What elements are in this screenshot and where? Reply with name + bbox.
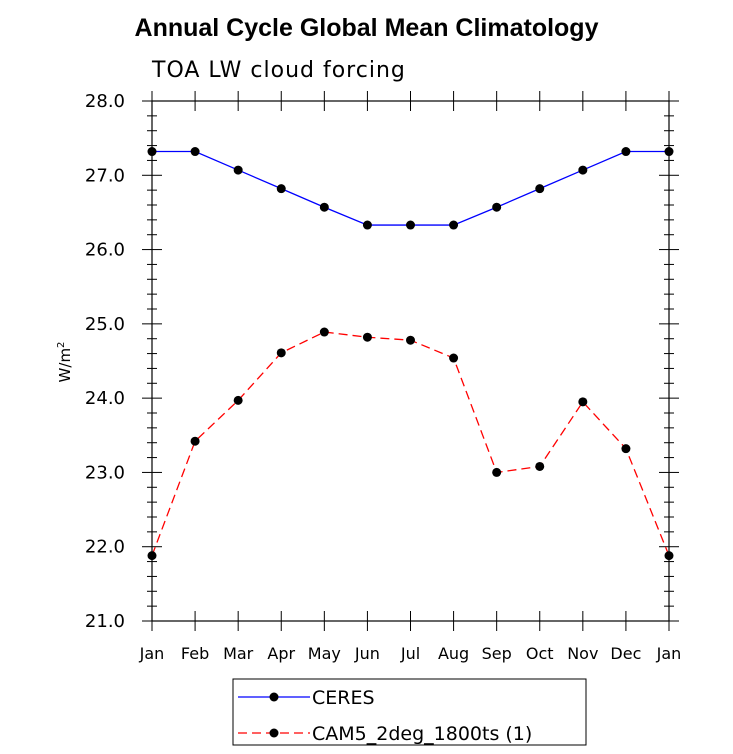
- x-tick-label: Jan: [139, 644, 165, 663]
- series-point: [406, 335, 415, 345]
- y-tick-label: 21.0: [85, 611, 125, 632]
- legend-box: [232, 678, 587, 746]
- series-point: [406, 220, 415, 230]
- series-point: [449, 220, 459, 230]
- series-point: [147, 551, 157, 561]
- series-point: [492, 202, 502, 212]
- y-tick-label: 26.0: [85, 240, 125, 261]
- series-point: [319, 202, 329, 212]
- x-tick-label: Feb: [181, 644, 209, 663]
- y-tick-label: 22.0: [85, 537, 125, 558]
- x-tick-label: Apr: [267, 644, 295, 663]
- series-point: [362, 220, 372, 230]
- x-tick-label: Mar: [223, 644, 254, 663]
- series-point: [492, 467, 502, 477]
- chart-title: Annual Cycle Global Mean Climatology: [134, 14, 599, 42]
- legend-marker: [269, 728, 279, 738]
- x-tick-label: Nov: [567, 644, 598, 663]
- series-point: [276, 348, 286, 358]
- series-point: [535, 184, 545, 194]
- x-tick-label: May: [308, 644, 341, 663]
- series-point: [578, 165, 588, 175]
- series-point: [319, 327, 329, 337]
- y-tick-label: 27.0: [85, 165, 125, 186]
- chart-subtitle: TOA LW cloud forcing: [152, 58, 406, 83]
- x-tick-label: Sep: [482, 644, 512, 663]
- series-point: [147, 147, 157, 157]
- y-tick-label: 28.0: [85, 91, 125, 112]
- x-tick-label: Oct: [526, 644, 554, 663]
- series-point: [664, 147, 674, 157]
- x-tick-label: Jan: [656, 644, 682, 663]
- plot-frame: [151, 100, 670, 622]
- y-tick-label: 24.0: [85, 388, 125, 409]
- x-tick-label: Aug: [438, 644, 469, 663]
- y-tick-labels: 21.0 22.0 23.0 24.0 25.0 26.0 27.0 28.0: [85, 91, 125, 632]
- legend: CERES CAM5_2deg_1800ts (1): [232, 678, 587, 746]
- series-line: [151, 331, 670, 556]
- series-point: [578, 397, 588, 407]
- axis-ticks: [142, 91, 679, 631]
- y-tick-label: 23.0: [85, 462, 125, 483]
- series-line: [152, 150, 669, 226]
- series-point: [621, 147, 631, 157]
- x-tick-labels: Jan Feb Mar Apr May Jun Jul Aug Sep Oct Nov Dec Jan: [139, 644, 682, 663]
- series-layer: [147, 147, 674, 561]
- series-point: [535, 461, 545, 471]
- series-point: [362, 332, 372, 342]
- series-point: [190, 147, 200, 157]
- legend-label: CAM5_2deg_1800ts (1): [312, 723, 532, 745]
- series-point: [233, 165, 243, 175]
- series-point: [621, 444, 631, 454]
- series-point: [664, 551, 674, 561]
- y-axis-label: W/m2: [56, 342, 74, 383]
- y-tick-label: 25.0: [85, 314, 125, 335]
- series-point: [190, 436, 200, 446]
- legend-label: CERES: [312, 687, 375, 709]
- series-point: [276, 184, 286, 194]
- x-tick-label: Dec: [610, 644, 641, 663]
- x-tick-label: Jun: [354, 644, 380, 663]
- legend-marker: [269, 692, 279, 702]
- x-tick-label: Jul: [400, 644, 420, 663]
- series-point: [449, 353, 459, 363]
- series-point: [233, 395, 243, 405]
